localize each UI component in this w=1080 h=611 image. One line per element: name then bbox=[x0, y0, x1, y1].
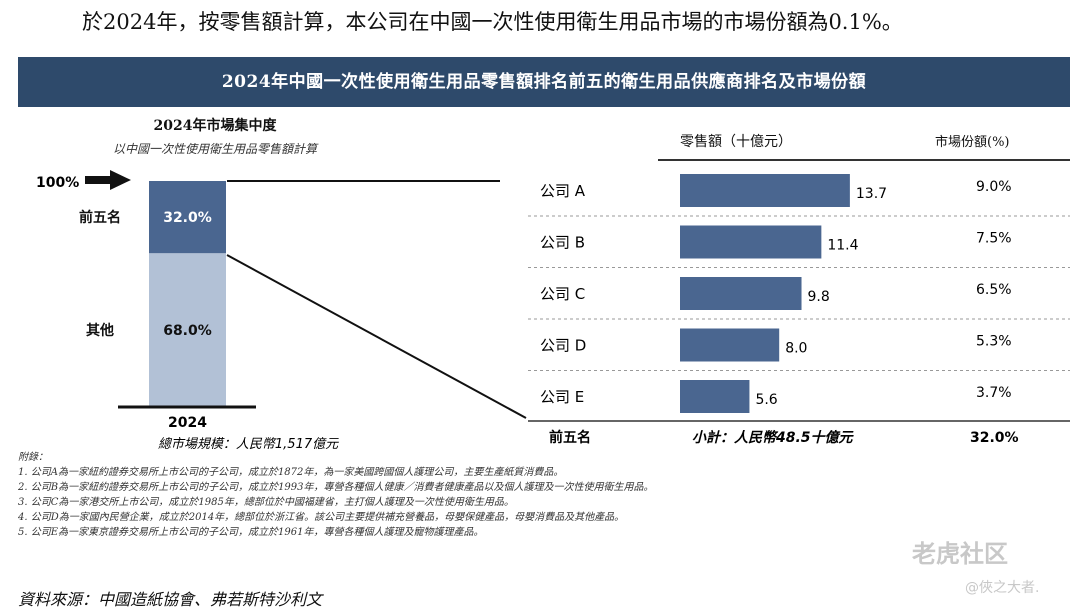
sales-value-label: 5.6 bbox=[755, 392, 777, 408]
arrow-right-icon bbox=[85, 170, 131, 190]
sales-value-label: 13.7 bbox=[856, 186, 887, 202]
subtotal-label: 小計：人民幣48.5十億元 bbox=[692, 429, 855, 446]
company-label: 公司 B bbox=[540, 234, 585, 252]
stack-value-label: 32.0% bbox=[163, 210, 212, 226]
company-label: 公司 E bbox=[540, 388, 584, 406]
company-label: 公司 A bbox=[540, 182, 586, 200]
note-item: 5. 公司E為一家東京證券交易所上市公司的子公司，成立於1961年，專營各種個人… bbox=[18, 527, 484, 538]
banner-title: 2024年中國一次性使用衛生用品零售額排名前五的衛生用品供應商排名及市場份額 bbox=[221, 72, 867, 92]
share-value-label: 7.5% bbox=[976, 231, 1012, 247]
sales-value-label: 8.0 bbox=[785, 341, 807, 357]
horizontal-bar-group: 公司 A 13.7 9.0% 公司 B 11.4 7.5% 公司 C 9.8 6.5% 公司 D 8… bbox=[528, 174, 1070, 422]
intro-text: 於2024年，按零售額計算，本公司在中國一次性使用衛生用品市場的市場份額為0.1… bbox=[82, 10, 903, 34]
chart-banner: 2024年中國一次性使用衛生用品零售額排名前五的衛生用品供應商排名及市場份額 bbox=[18, 57, 1070, 107]
sales-value-label: 9.8 bbox=[808, 289, 830, 305]
sales-bar bbox=[680, 174, 850, 207]
note-item: 3. 公司C為一家港交所上市公司，成立於1985年，總部位於中國福建省，主打個人… bbox=[18, 497, 514, 508]
sales-bar bbox=[680, 328, 780, 362]
market-size-caption: 總市場規模：人民幣1,517億元 bbox=[158, 436, 339, 452]
note-item: 1. 公司A為一家紐約證券交易所上市公司的子公司，成立於1872年，為一家美國跨… bbox=[18, 467, 564, 478]
stack-series-label: 前五名 bbox=[79, 209, 121, 226]
notes-title: 附錄： bbox=[18, 452, 48, 463]
sales-bar bbox=[680, 225, 822, 259]
share-value-label: 5.3% bbox=[976, 334, 1012, 350]
company-label: 公司 D bbox=[540, 337, 586, 355]
notes-list: 1. 公司A為一家紐約證券交易所上市公司的子公司，成立於1872年，為一家美國跨… bbox=[18, 463, 654, 538]
sales-bar bbox=[680, 380, 750, 413]
top-five-footer: 前五名 bbox=[549, 429, 591, 446]
note-item: 4. 公司D為一家國內民營企業，成立於2014年，總部位於浙江省。該公司主要提供… bbox=[18, 512, 625, 523]
note-item: 2. 公司B為一家紐約證券交易所上市公司的子公司，成立於1993年，專營各種個人… bbox=[18, 482, 654, 493]
share-value-label: 9.0% bbox=[976, 179, 1012, 195]
stack-value-label: 68.0% bbox=[163, 323, 212, 339]
stacked-bar-group: 32.0% 前五名 68.0% 其他 2024 總市場規模：人民幣1,517億元 bbox=[79, 181, 339, 452]
share-value-label: 3.7% bbox=[976, 385, 1012, 401]
share-value-label: 6.5% bbox=[976, 282, 1012, 298]
total-share-label: 32.0% bbox=[970, 430, 1019, 446]
header-divider bbox=[658, 159, 1070, 161]
watermark-user: @俠之大者. bbox=[965, 580, 1040, 596]
source-text: 資料來源：中國造紙協會、弗若斯特沙利文 bbox=[18, 590, 323, 609]
stack-series-label: 其他 bbox=[86, 322, 114, 339]
company-label: 公司 C bbox=[540, 285, 585, 303]
watermark-brand: 老虎社区 bbox=[912, 540, 1008, 568]
stack-segment bbox=[149, 253, 226, 407]
hundred-percent-label: 100% bbox=[36, 175, 79, 191]
sales-value-label: 11.4 bbox=[827, 238, 858, 254]
stack-segment bbox=[149, 181, 226, 254]
header-share: 市場份額(%) bbox=[935, 135, 1010, 150]
sales-bar bbox=[680, 277, 802, 310]
left-chart-subtitle: 以中國一次性使用衛生用品零售額計算 bbox=[112, 142, 317, 156]
stack-category-label: 2024 bbox=[168, 415, 207, 431]
header-sales: 零售額（十億元） bbox=[680, 134, 792, 150]
connector-bottom-line bbox=[226, 254, 527, 419]
left-chart-title: 2024年市場集中度 bbox=[153, 118, 277, 134]
